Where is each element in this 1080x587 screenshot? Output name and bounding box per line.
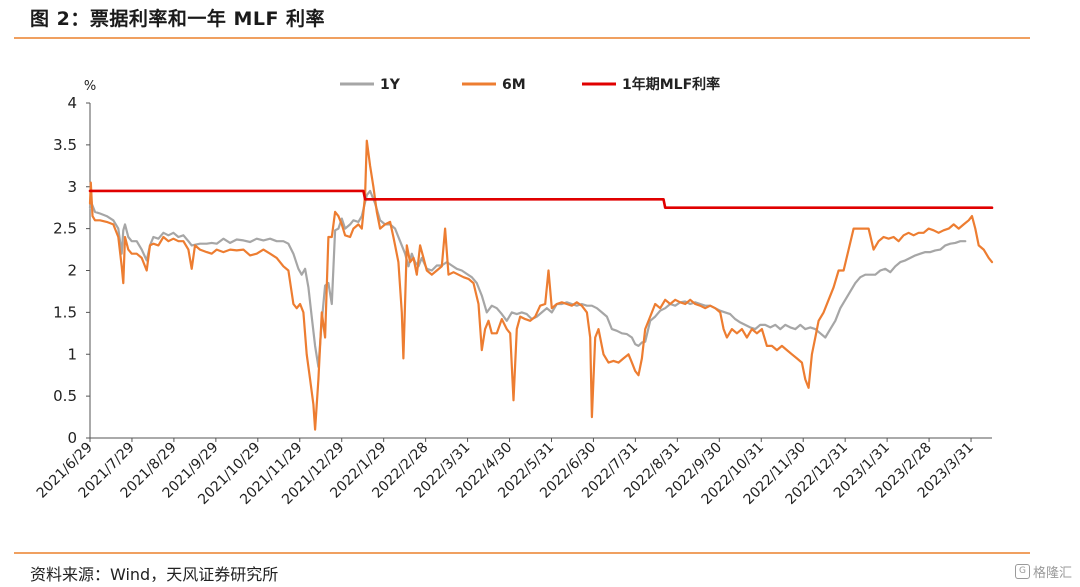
source-note: 资料来源：Wind，天风证券研究所: [30, 565, 279, 584]
y-tick-label: 3: [67, 178, 77, 196]
y-tick-label: 2.5: [53, 220, 77, 238]
y-tick-label: 0.5: [53, 387, 77, 405]
chart-series: [88, 139, 994, 431]
series-line-6m: [88, 139, 994, 431]
y-tick-label: 3.5: [53, 136, 77, 154]
legend-label: 1年期MLF利率: [622, 76, 720, 93]
watermark-text: 格隆汇: [1032, 566, 1072, 581]
figure-title: 图 2：票据利率和一年 MLF 利率: [30, 8, 326, 30]
footer-divider: [14, 552, 1030, 554]
y-tick-label: 2: [67, 262, 77, 280]
title-divider: [14, 37, 1030, 39]
y-tick-label: 1: [67, 345, 77, 363]
series-line-1y: [88, 189, 967, 368]
watermark: G 格隆汇: [1014, 562, 1072, 581]
legend-label: 1Y: [380, 77, 401, 93]
chart-legend: 1Y 6M 1年期MLF利率: [340, 76, 720, 93]
y-tick-label: 4: [67, 94, 77, 112]
y-tick-label: 1.5: [53, 303, 77, 321]
watermark-logo-icon: G: [1014, 564, 1030, 579]
y-unit-label: %: [84, 79, 96, 94]
y-tick-label: 0: [67, 429, 77, 447]
series-line-mlf: [88, 189, 994, 209]
legend-label: 6M: [502, 77, 526, 93]
